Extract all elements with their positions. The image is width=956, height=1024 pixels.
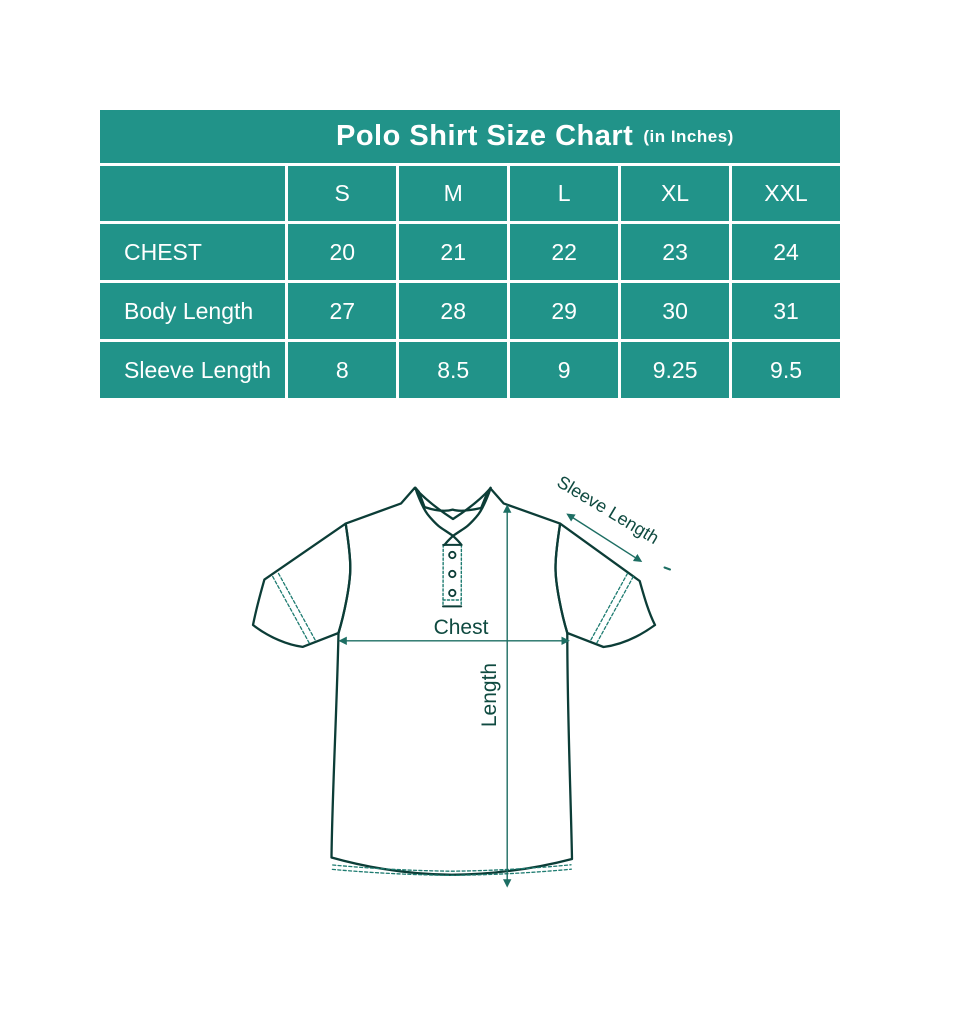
svg-text:Length: Length xyxy=(478,663,501,727)
svg-text:Sleeve Length: Sleeve Length xyxy=(554,475,663,548)
svg-text:Chest: Chest xyxy=(434,616,489,639)
